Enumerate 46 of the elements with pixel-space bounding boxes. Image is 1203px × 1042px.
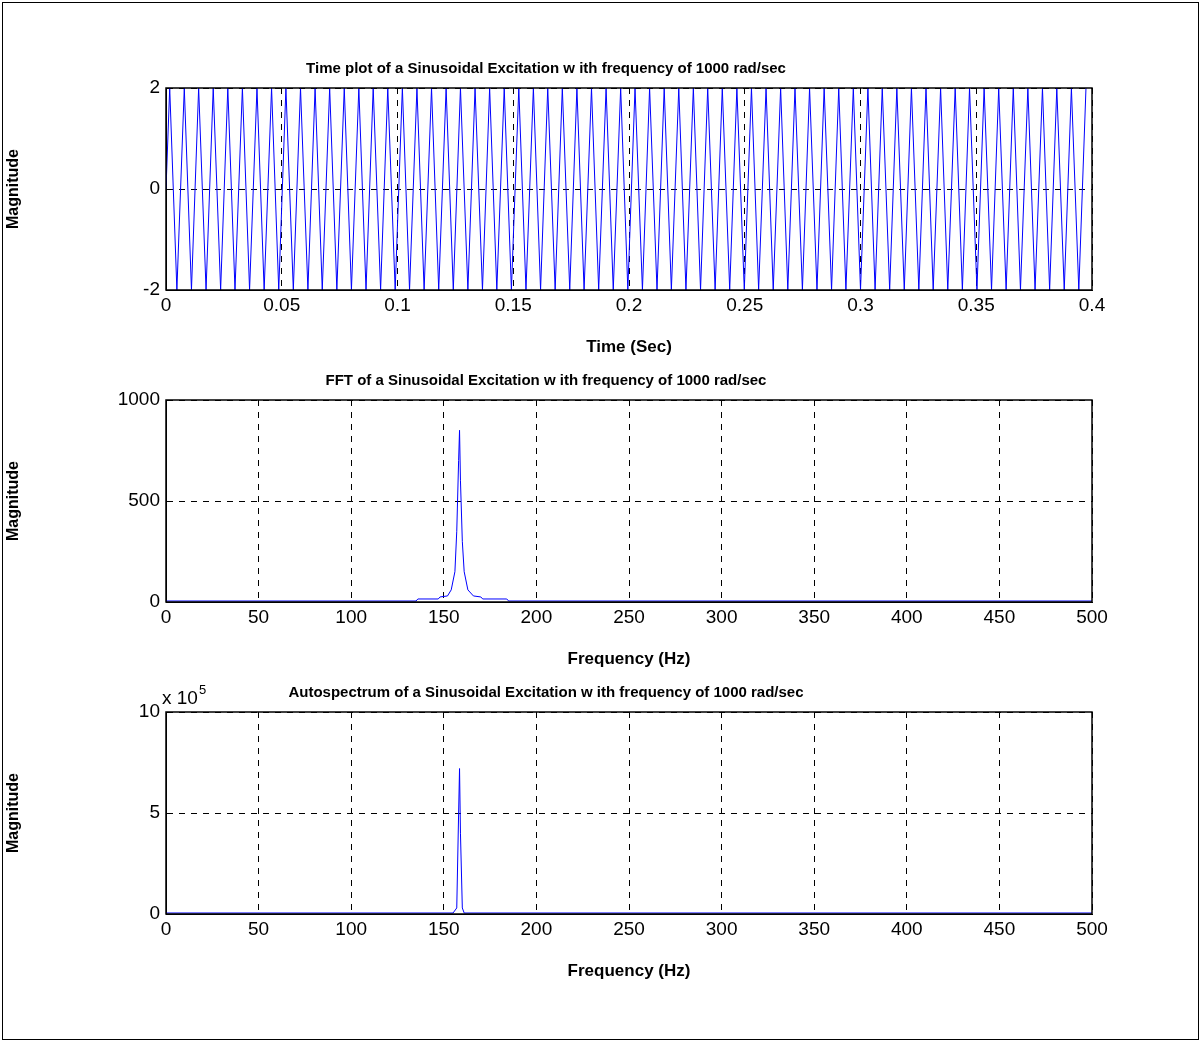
y-tick-label: 1000: [117, 388, 160, 410]
y-axis-title: Magnitude: [4, 148, 22, 229]
x-tick-label: 100: [335, 605, 368, 627]
x-axis-title: Time (Sec): [586, 337, 672, 357]
x-tick-label: 250: [613, 917, 645, 939]
y-tick-label: 0: [149, 177, 160, 199]
x-tick-label: 0.25: [726, 293, 764, 315]
x-tick-label: 300: [705, 605, 738, 627]
x-tick-label: 0.05: [263, 293, 301, 315]
y-axis-title: Magnitude: [4, 772, 22, 853]
x-tick-label: 150: [427, 605, 460, 627]
x-tick-label: 50: [248, 917, 270, 939]
x-tick-label: 300: [705, 917, 738, 939]
y-tick-label: 10: [138, 700, 160, 722]
x-tick-label: 0.15: [494, 293, 532, 315]
chart-title: Time plot of a Sinusoidal Excitation w ith frequency of 1000 rad/sec: [306, 59, 786, 77]
x-axis-title: Frequency (Hz): [567, 961, 691, 981]
x-tick-label: 450: [983, 605, 1016, 627]
x-tick-label: 50: [248, 605, 270, 627]
x-tick-label: 450: [983, 917, 1016, 939]
x-tick-label: 350: [798, 917, 831, 939]
x-tick-label: 0.4: [1078, 293, 1106, 315]
x-tick-label: 200: [520, 605, 553, 627]
chart-title: Autospectrum of a Sinusoidal Excitation w ith frequency of 1000 rad/sec: [288, 683, 804, 701]
y-tick-label: 500: [128, 489, 160, 511]
x-tick-label: 400: [890, 917, 923, 939]
x-axis-title: Frequency (Hz): [567, 649, 691, 669]
x-tick-label: 0.35: [957, 293, 995, 315]
x-tick-label: 200: [520, 917, 553, 939]
y-tick-label: 0: [149, 590, 160, 612]
x-tick-label: 250: [613, 605, 645, 627]
y-tick-label: 2: [149, 76, 160, 98]
x-tick-label: 350: [798, 605, 831, 627]
x-tick-label: 500: [1076, 605, 1108, 627]
x-tick-label: 0.3: [847, 293, 874, 315]
chart-title: FFT of a Sinusoidal Excitation w ith frequency of 1000 rad/sec: [325, 371, 767, 389]
x-tick-label: 100: [335, 917, 368, 939]
y-axis-title: Magnitude: [4, 460, 22, 541]
y-tick-label: -2: [143, 278, 160, 300]
x-tick-label: 0.2: [615, 293, 643, 315]
x-tick-label: 0.1: [384, 293, 411, 315]
y-tick-label: 0: [149, 902, 160, 924]
x-tick-label: 400: [890, 605, 923, 627]
x-tick-label: 150: [427, 917, 460, 939]
y-tick-label: 5: [149, 801, 160, 823]
x-tick-label: 500: [1076, 917, 1108, 939]
